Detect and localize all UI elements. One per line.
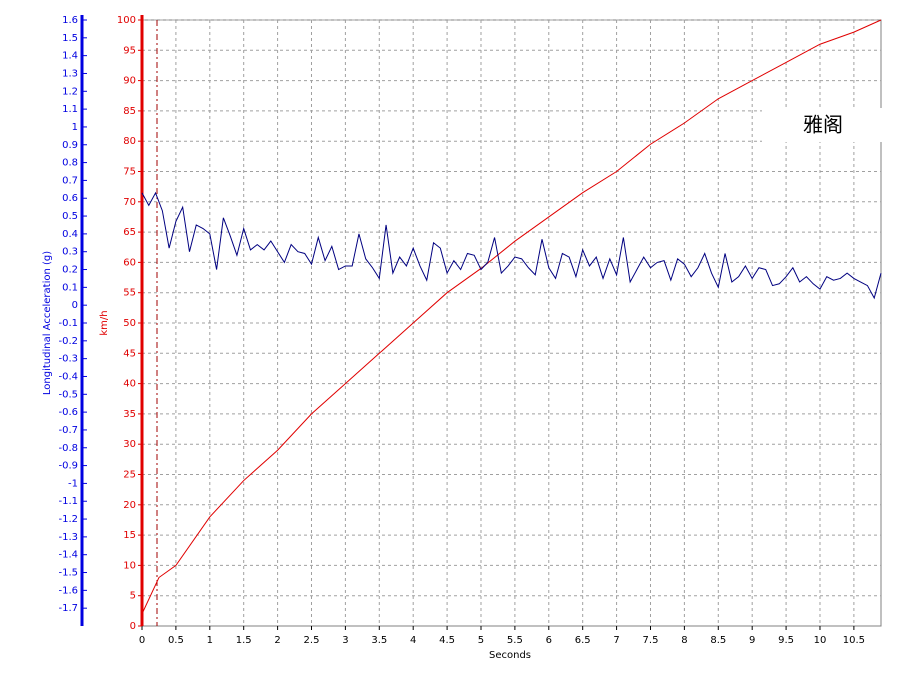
y-tick-label: 15 bbox=[123, 530, 136, 541]
x-tick-label: 2.5 bbox=[304, 635, 320, 646]
y2-tick-label: 0.8 bbox=[62, 158, 78, 169]
y-tick-label: 80 bbox=[123, 136, 136, 147]
y-tick-label: 30 bbox=[123, 439, 136, 450]
x-tick-label: 0.5 bbox=[168, 635, 184, 646]
y2-tick-label: 0.5 bbox=[62, 211, 78, 222]
y2-tick-label: 1.1 bbox=[62, 104, 78, 115]
y-tick-label: 45 bbox=[123, 348, 136, 359]
y2-tick-label: 1.6 bbox=[62, 15, 78, 26]
y-tick-label: 5 bbox=[130, 591, 136, 602]
y2-tick-label: -0.7 bbox=[58, 425, 78, 436]
x-tick-label: 7.5 bbox=[643, 635, 659, 646]
y2-tick-label: 0.2 bbox=[62, 265, 78, 276]
watermark-box bbox=[762, 108, 882, 142]
y2-tick-label: -0.8 bbox=[58, 443, 78, 454]
y-axis-label: km/h bbox=[99, 310, 110, 335]
y2-tick-label: 1 bbox=[72, 122, 78, 133]
y2-tick-label: -1.7 bbox=[58, 603, 78, 614]
y2-tick-label: -0.9 bbox=[58, 461, 78, 472]
y2-tick-label: 1.4 bbox=[62, 51, 78, 62]
watermark: 雅阁 bbox=[803, 113, 843, 137]
y2-tick-label: -1.1 bbox=[58, 496, 78, 507]
y2-tick-label: 0.6 bbox=[62, 193, 78, 204]
y-tick-label: 40 bbox=[123, 379, 136, 390]
y2-tick-label: 0.7 bbox=[62, 175, 78, 186]
x-tick-label: 5.5 bbox=[507, 635, 523, 646]
x-tick-label: 9.5 bbox=[778, 635, 794, 646]
x-tick-label: 8.5 bbox=[710, 635, 726, 646]
y2-tick-label: -0.5 bbox=[58, 389, 78, 400]
x-tick-label: 2 bbox=[274, 635, 280, 646]
x-axis-label: Seconds bbox=[489, 650, 531, 661]
series-line bbox=[141, 191, 882, 300]
y2-tick-label: -0.2 bbox=[58, 336, 78, 347]
y2-tick-label: -1.2 bbox=[58, 514, 78, 525]
y2-tick-label: 0.1 bbox=[62, 282, 78, 293]
y-tick-label: 0 bbox=[130, 621, 136, 632]
x-tick-label: 9 bbox=[749, 635, 755, 646]
x-tick-label: 10 bbox=[814, 635, 827, 646]
x-tick-label: 6.5 bbox=[575, 635, 591, 646]
y2-tick-label: 0 bbox=[72, 300, 78, 311]
y2-tick-label: -0.3 bbox=[58, 354, 78, 365]
x-tick-label: 6 bbox=[546, 635, 552, 646]
y2-tick-label: 1.2 bbox=[62, 86, 78, 97]
x-tick-label: 0 bbox=[139, 635, 145, 646]
y2-tick-label: 0.3 bbox=[62, 247, 78, 258]
grid bbox=[141, 19, 882, 627]
y2-tick-label: -1.6 bbox=[58, 585, 78, 596]
y2-tick-label: 0.9 bbox=[62, 140, 78, 151]
y2-tick-label: -0.4 bbox=[58, 371, 78, 382]
x-tick-label: 5 bbox=[478, 635, 484, 646]
y2-axis-label: Longitudinal Acceleration (g) bbox=[42, 251, 53, 395]
y-tick-label: 100 bbox=[117, 15, 136, 26]
y2-tick-label: -0.6 bbox=[58, 407, 78, 418]
x-tick-label: 8 bbox=[681, 635, 687, 646]
y2-tick-label: -1.4 bbox=[58, 550, 78, 561]
y-tick-label: 55 bbox=[123, 288, 136, 299]
y-tick-label: 85 bbox=[123, 106, 136, 117]
x-tick-label: 1 bbox=[207, 635, 213, 646]
x-tick-label: 7 bbox=[613, 635, 619, 646]
y-tick-label: 35 bbox=[123, 409, 136, 420]
y2-tick-label: 1.5 bbox=[62, 33, 78, 44]
x-tick-label: 4.5 bbox=[439, 635, 455, 646]
x-tick-label: 3.5 bbox=[371, 635, 387, 646]
y-tick-label: 70 bbox=[123, 197, 136, 208]
y-tick-label: 90 bbox=[123, 76, 136, 87]
y-tick-label: 95 bbox=[123, 45, 136, 56]
y2-tick-label: 0.4 bbox=[62, 229, 78, 240]
y-tick-label: 20 bbox=[123, 500, 136, 511]
y-tick-label: 10 bbox=[123, 560, 136, 571]
x-tick-label: 1.5 bbox=[236, 635, 252, 646]
y2-tick-label: -0.1 bbox=[58, 318, 78, 329]
y2-tick-label: 1.3 bbox=[62, 68, 78, 79]
y-tick-label: 25 bbox=[123, 470, 136, 481]
y2-tick-label: -1 bbox=[68, 478, 78, 489]
y-tick-label: 50 bbox=[123, 318, 136, 329]
y2-tick-label: -1.5 bbox=[58, 568, 78, 579]
y-tick-label: 75 bbox=[123, 167, 136, 178]
x-tick-label: 10.5 bbox=[843, 635, 865, 646]
y-tick-label: 65 bbox=[123, 227, 136, 238]
x-tick-label: 4 bbox=[410, 635, 416, 646]
x-tick-label: 3 bbox=[342, 635, 348, 646]
y-tick-label: 60 bbox=[123, 257, 136, 268]
y2-tick-label: -1.3 bbox=[58, 532, 78, 543]
